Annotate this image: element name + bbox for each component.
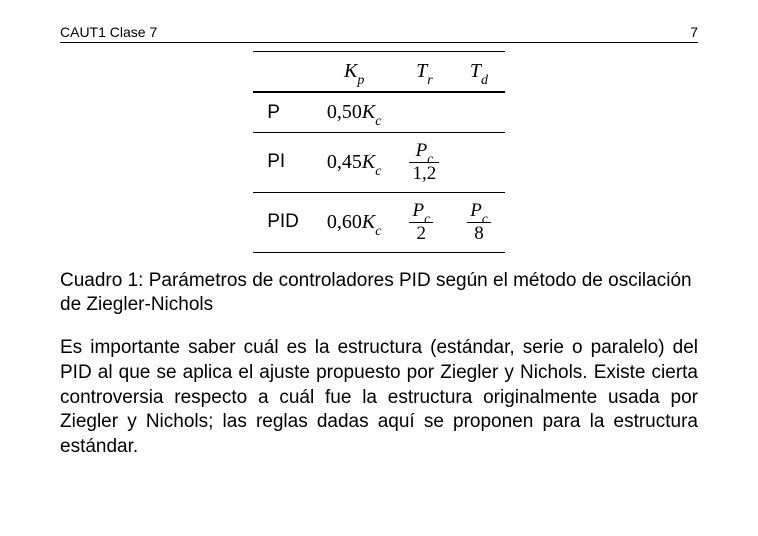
table-caption: Cuadro 1: Parámetros de controladores PI…	[60, 269, 698, 318]
row-kp: 0,45Kc	[313, 133, 396, 193]
row-td	[453, 133, 505, 193]
row-tr	[395, 93, 453, 133]
header-td: Td	[453, 52, 505, 92]
body-paragraph: Es importante saber cuál es la estructur…	[60, 336, 698, 459]
row-tr: Pc2	[395, 192, 453, 252]
table-row: PID 0,60Kc Pc2 Pc8	[253, 192, 505, 252]
row-tr: Pc1,2	[395, 133, 453, 193]
page-number: 7	[690, 24, 698, 40]
row-label: PI	[253, 133, 313, 193]
row-kp: 0,50Kc	[313, 93, 396, 133]
row-td: Pc8	[453, 192, 505, 252]
header-blank	[253, 52, 313, 92]
table-row: PI 0,45Kc Pc1,2	[253, 133, 505, 193]
header-kp: Kp	[313, 52, 396, 92]
header-tr: Tr	[395, 52, 453, 92]
row-kp: 0,60Kc	[313, 192, 396, 252]
row-label: PID	[253, 192, 313, 252]
parameters-table: Kp Tr Td P 0,50Kc PI 0,45Kc Pc1,2	[253, 51, 505, 253]
row-label: P	[253, 93, 313, 133]
document-page: { "header": { "left": "CAUT1 Clase 7", "…	[0, 0, 758, 536]
row-td	[453, 93, 505, 133]
header-left: CAUT1 Clase 7	[60, 24, 157, 40]
parameters-table-wrap: Kp Tr Td P 0,50Kc PI 0,45Kc Pc1,2	[60, 51, 698, 253]
table-header-row: Kp Tr Td	[253, 52, 505, 92]
table-row: P 0,50Kc	[253, 93, 505, 133]
page-header: CAUT1 Clase 7 7	[60, 24, 698, 43]
